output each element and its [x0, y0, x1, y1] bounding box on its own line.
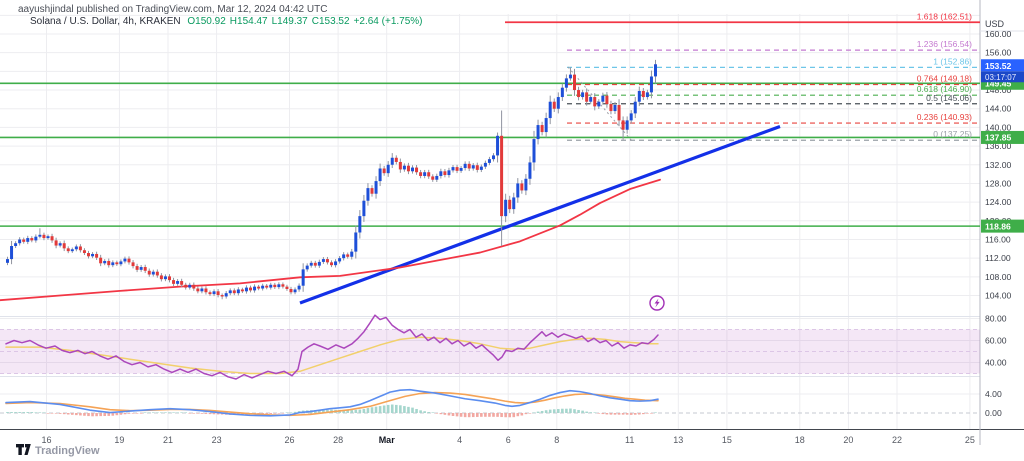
moving-average-red	[0, 178, 661, 302]
svg-text:11: 11	[625, 435, 634, 445]
svg-text:80.00: 80.00	[985, 314, 1007, 324]
svg-text:13: 13	[673, 435, 683, 445]
svg-text:0.764 (149.18): 0.764 (149.18)	[917, 74, 972, 84]
svg-text:148.00: 148.00	[985, 85, 1012, 95]
countdown-badge	[981, 71, 1024, 83]
svg-text:4: 4	[457, 435, 462, 445]
svg-text:25: 25	[965, 435, 975, 445]
svg-text:USD: USD	[985, 19, 1005, 29]
svg-text:20: 20	[843, 435, 853, 445]
svg-text:21: 21	[163, 435, 173, 445]
svg-text:Mar: Mar	[379, 435, 396, 445]
chart-grid	[0, 14, 980, 429]
svg-text:60.00: 60.00	[985, 336, 1007, 346]
svg-text:1.236 (156.54): 1.236 (156.54)	[917, 39, 972, 49]
svg-text:153.52: 153.52	[985, 61, 1012, 71]
svg-text:108.00: 108.00	[985, 272, 1012, 282]
svg-text:1 (152.86): 1 (152.86)	[933, 56, 972, 66]
macd-pane[interactable]	[5, 388, 659, 418]
svg-text:0.5 (145.06): 0.5 (145.06)	[926, 93, 972, 103]
candles	[6, 59, 657, 300]
svg-text:136.00: 136.00	[985, 141, 1012, 151]
svg-text:128.00: 128.00	[985, 178, 1012, 188]
price-axis[interactable]: USD160.00156.00148.00144.00140.00136.001…	[981, 19, 1024, 418]
svg-text:149.45: 149.45	[985, 78, 1012, 88]
svg-text:40.00: 40.00	[985, 358, 1007, 368]
svg-text:26: 26	[284, 435, 294, 445]
price-line-badge	[981, 130, 1024, 144]
svg-text:16: 16	[41, 435, 51, 445]
svg-text:0.236 (140.93): 0.236 (140.93)	[917, 112, 972, 122]
svg-text:132.00: 132.00	[985, 160, 1012, 170]
fib-labels: 1.618 (162.51) 1.236 (156.54) 1 (152.86) 0.…	[917, 11, 972, 139]
svg-text:116.00: 116.00	[985, 234, 1011, 244]
svg-text:6: 6	[506, 435, 511, 445]
svg-text:124.00: 124.00	[985, 197, 1012, 207]
svg-text:03:17:07: 03:17:07	[985, 73, 1017, 82]
flash-icon[interactable]	[649, 295, 665, 311]
low-value: L149.37	[271, 16, 308, 27]
svg-text:4.00: 4.00	[985, 389, 1002, 399]
open-value: O150.92	[187, 16, 226, 27]
svg-text:137.85: 137.85	[985, 133, 1012, 143]
svg-text:1.618 (162.51): 1.618 (162.51)	[917, 11, 972, 21]
attribution-text: aayushjindal published on TradingView.co…	[18, 4, 328, 15]
tradingview-watermark-label: TradingView	[35, 444, 100, 457]
symbol-legend: Solana / U.S. Dollar, 4h, KRAKEN O150.92…	[30, 16, 427, 27]
svg-text:22: 22	[892, 435, 902, 445]
svg-text:0.00: 0.00	[985, 408, 1002, 418]
svg-text:18: 18	[795, 435, 805, 445]
trendline[interactable]	[299, 124, 781, 305]
svg-text:8: 8	[554, 435, 559, 445]
svg-text:140.00: 140.00	[985, 122, 1012, 132]
support-resistance-lines[interactable]	[0, 82, 980, 227]
tradingview-watermark[interactable]: TradingView	[16, 444, 100, 457]
rsi-pane[interactable]	[5, 314, 659, 380]
svg-text:144.00: 144.00	[985, 104, 1012, 114]
svg-text:23: 23	[212, 435, 222, 445]
pane-borders	[0, 0, 1024, 445]
ohlc-values: O150.92 H154.47 L149.37 C153.52 +2.64 (+1.75…	[187, 16, 426, 27]
svg-text:28: 28	[333, 435, 343, 445]
time-axis[interactable]: 16 19 21 23 26 28 Mar 4 6 8 11 13 15 18 20 22 25	[41, 435, 974, 445]
svg-text:118.86: 118.86	[985, 221, 1011, 231]
last-price-badge	[981, 59, 1024, 72]
tradingview-logo-icon	[16, 444, 31, 455]
svg-text:156.00: 156.00	[985, 48, 1012, 58]
svg-text:0 (137.25): 0 (137.25)	[933, 129, 972, 139]
svg-text:160.00: 160.00	[985, 29, 1012, 39]
close-value: C153.52	[311, 16, 350, 27]
change-value: +2.64 (+1.75%)	[353, 16, 423, 27]
high-value: H154.47	[229, 16, 268, 27]
price-line-badge	[981, 219, 1024, 233]
svg-text:0.618 (146.90): 0.618 (146.90)	[917, 84, 972, 94]
symbol-title: Solana / U.S. Dollar, 4h, KRAKEN	[30, 16, 181, 27]
svg-text:112.00: 112.00	[985, 253, 1011, 263]
svg-text:15: 15	[722, 435, 732, 445]
svg-text:104.00: 104.00	[985, 291, 1012, 301]
fib-retracement[interactable]	[505, 21, 980, 142]
svg-text:19: 19	[114, 435, 124, 445]
